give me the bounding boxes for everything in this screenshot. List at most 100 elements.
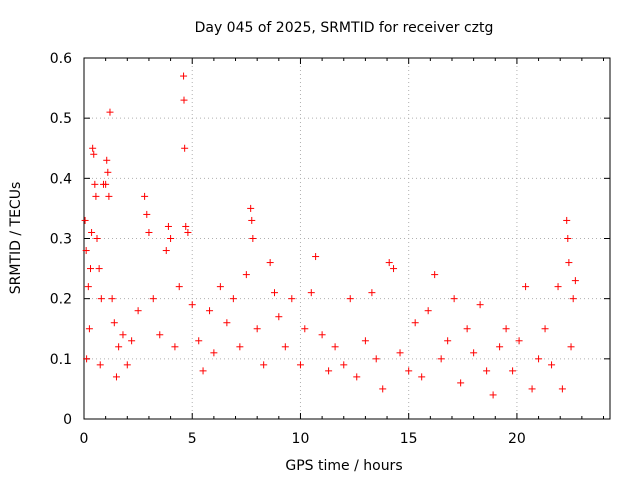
data-point bbox=[541, 325, 549, 333]
data-point bbox=[463, 325, 471, 333]
data-point bbox=[106, 108, 114, 116]
data-point bbox=[411, 319, 419, 327]
data-point bbox=[167, 235, 175, 242]
data-point bbox=[89, 144, 97, 152]
data-point bbox=[123, 361, 131, 369]
data-point bbox=[535, 355, 543, 363]
data-point bbox=[103, 156, 111, 164]
data-point bbox=[483, 367, 491, 375]
data-point bbox=[105, 192, 113, 200]
data-point bbox=[418, 373, 426, 381]
axis-ticks: 0 0.1 0.2 0.3 0.4 0.5 0.6 0 5 10 15 20 bbox=[50, 51, 610, 447]
data-point bbox=[210, 349, 218, 357]
data-point bbox=[180, 72, 188, 80]
data-point bbox=[85, 325, 93, 333]
data-point bbox=[444, 337, 452, 345]
data-point bbox=[162, 247, 170, 255]
data-point bbox=[275, 313, 283, 321]
data-point bbox=[91, 180, 99, 188]
data-point bbox=[509, 367, 517, 375]
data-point bbox=[353, 373, 361, 381]
data-point bbox=[379, 385, 387, 393]
data-point bbox=[141, 192, 149, 200]
data-point bbox=[515, 337, 523, 345]
y-tick-label: 0 bbox=[63, 412, 72, 428]
data-point bbox=[296, 361, 304, 369]
data-point bbox=[496, 343, 504, 351]
x-tick-label: 20 bbox=[508, 431, 526, 447]
data-point bbox=[164, 222, 172, 230]
x-tick-label: 5 bbox=[188, 431, 197, 447]
x-axis-label: GPS time / hours bbox=[285, 458, 402, 474]
data-point bbox=[361, 337, 369, 345]
data-point bbox=[331, 343, 339, 351]
data-point bbox=[97, 295, 105, 303]
data-point bbox=[82, 247, 90, 255]
data-point bbox=[248, 216, 256, 224]
data-point bbox=[143, 210, 151, 218]
data-point bbox=[563, 216, 571, 224]
data-points bbox=[81, 72, 579, 399]
y-tick-label: 0.6 bbox=[50, 51, 72, 67]
data-point bbox=[247, 204, 255, 212]
data-point bbox=[564, 235, 572, 242]
data-point bbox=[249, 235, 257, 242]
x-tick-label: 15 bbox=[400, 431, 418, 447]
data-point bbox=[346, 295, 354, 303]
data-point bbox=[318, 331, 326, 339]
data-point bbox=[149, 295, 157, 303]
data-point bbox=[156, 331, 164, 339]
data-point bbox=[489, 391, 497, 399]
data-point bbox=[84, 283, 92, 291]
data-point bbox=[565, 259, 573, 267]
data-point bbox=[128, 337, 136, 345]
data-point bbox=[554, 283, 562, 291]
data-point bbox=[81, 216, 89, 224]
data-point bbox=[368, 289, 376, 297]
data-point bbox=[195, 337, 203, 345]
data-point bbox=[92, 192, 100, 200]
data-point bbox=[437, 355, 445, 363]
y-tick-label: 0.1 bbox=[50, 352, 72, 368]
data-point bbox=[104, 168, 112, 176]
data-point bbox=[110, 319, 118, 327]
chart-title: Day 045 of 2025, SRMTID for receiver czt… bbox=[195, 20, 494, 36]
data-point bbox=[112, 373, 120, 381]
data-point bbox=[528, 385, 536, 393]
data-point bbox=[171, 343, 179, 351]
data-point bbox=[548, 361, 556, 369]
data-point bbox=[396, 349, 404, 357]
data-point bbox=[188, 301, 196, 309]
data-point bbox=[325, 367, 333, 375]
data-point bbox=[281, 343, 289, 351]
data-point bbox=[470, 349, 478, 357]
data-point bbox=[476, 301, 484, 309]
data-point bbox=[93, 235, 101, 242]
data-point bbox=[405, 367, 413, 375]
y-tick-label: 0.3 bbox=[50, 232, 72, 248]
y-tick-label: 0.4 bbox=[50, 171, 72, 187]
data-point bbox=[223, 319, 231, 327]
data-point bbox=[181, 144, 189, 152]
data-point bbox=[115, 343, 123, 351]
data-point bbox=[236, 343, 244, 351]
data-point bbox=[522, 283, 530, 291]
data-point bbox=[450, 295, 458, 303]
data-point bbox=[199, 367, 207, 375]
y-tick-label: 0.2 bbox=[50, 292, 72, 308]
data-point bbox=[266, 259, 274, 267]
data-point bbox=[88, 228, 96, 236]
data-point bbox=[229, 295, 237, 303]
data-point bbox=[216, 283, 224, 291]
data-point bbox=[457, 379, 465, 387]
data-point bbox=[242, 271, 250, 279]
data-point bbox=[184, 228, 192, 236]
data-point bbox=[502, 325, 510, 333]
data-point bbox=[569, 295, 577, 303]
y-tick-label: 0.5 bbox=[50, 111, 72, 127]
data-point bbox=[206, 307, 214, 315]
data-point bbox=[134, 307, 142, 315]
data-point bbox=[312, 253, 320, 261]
data-point bbox=[288, 295, 296, 303]
